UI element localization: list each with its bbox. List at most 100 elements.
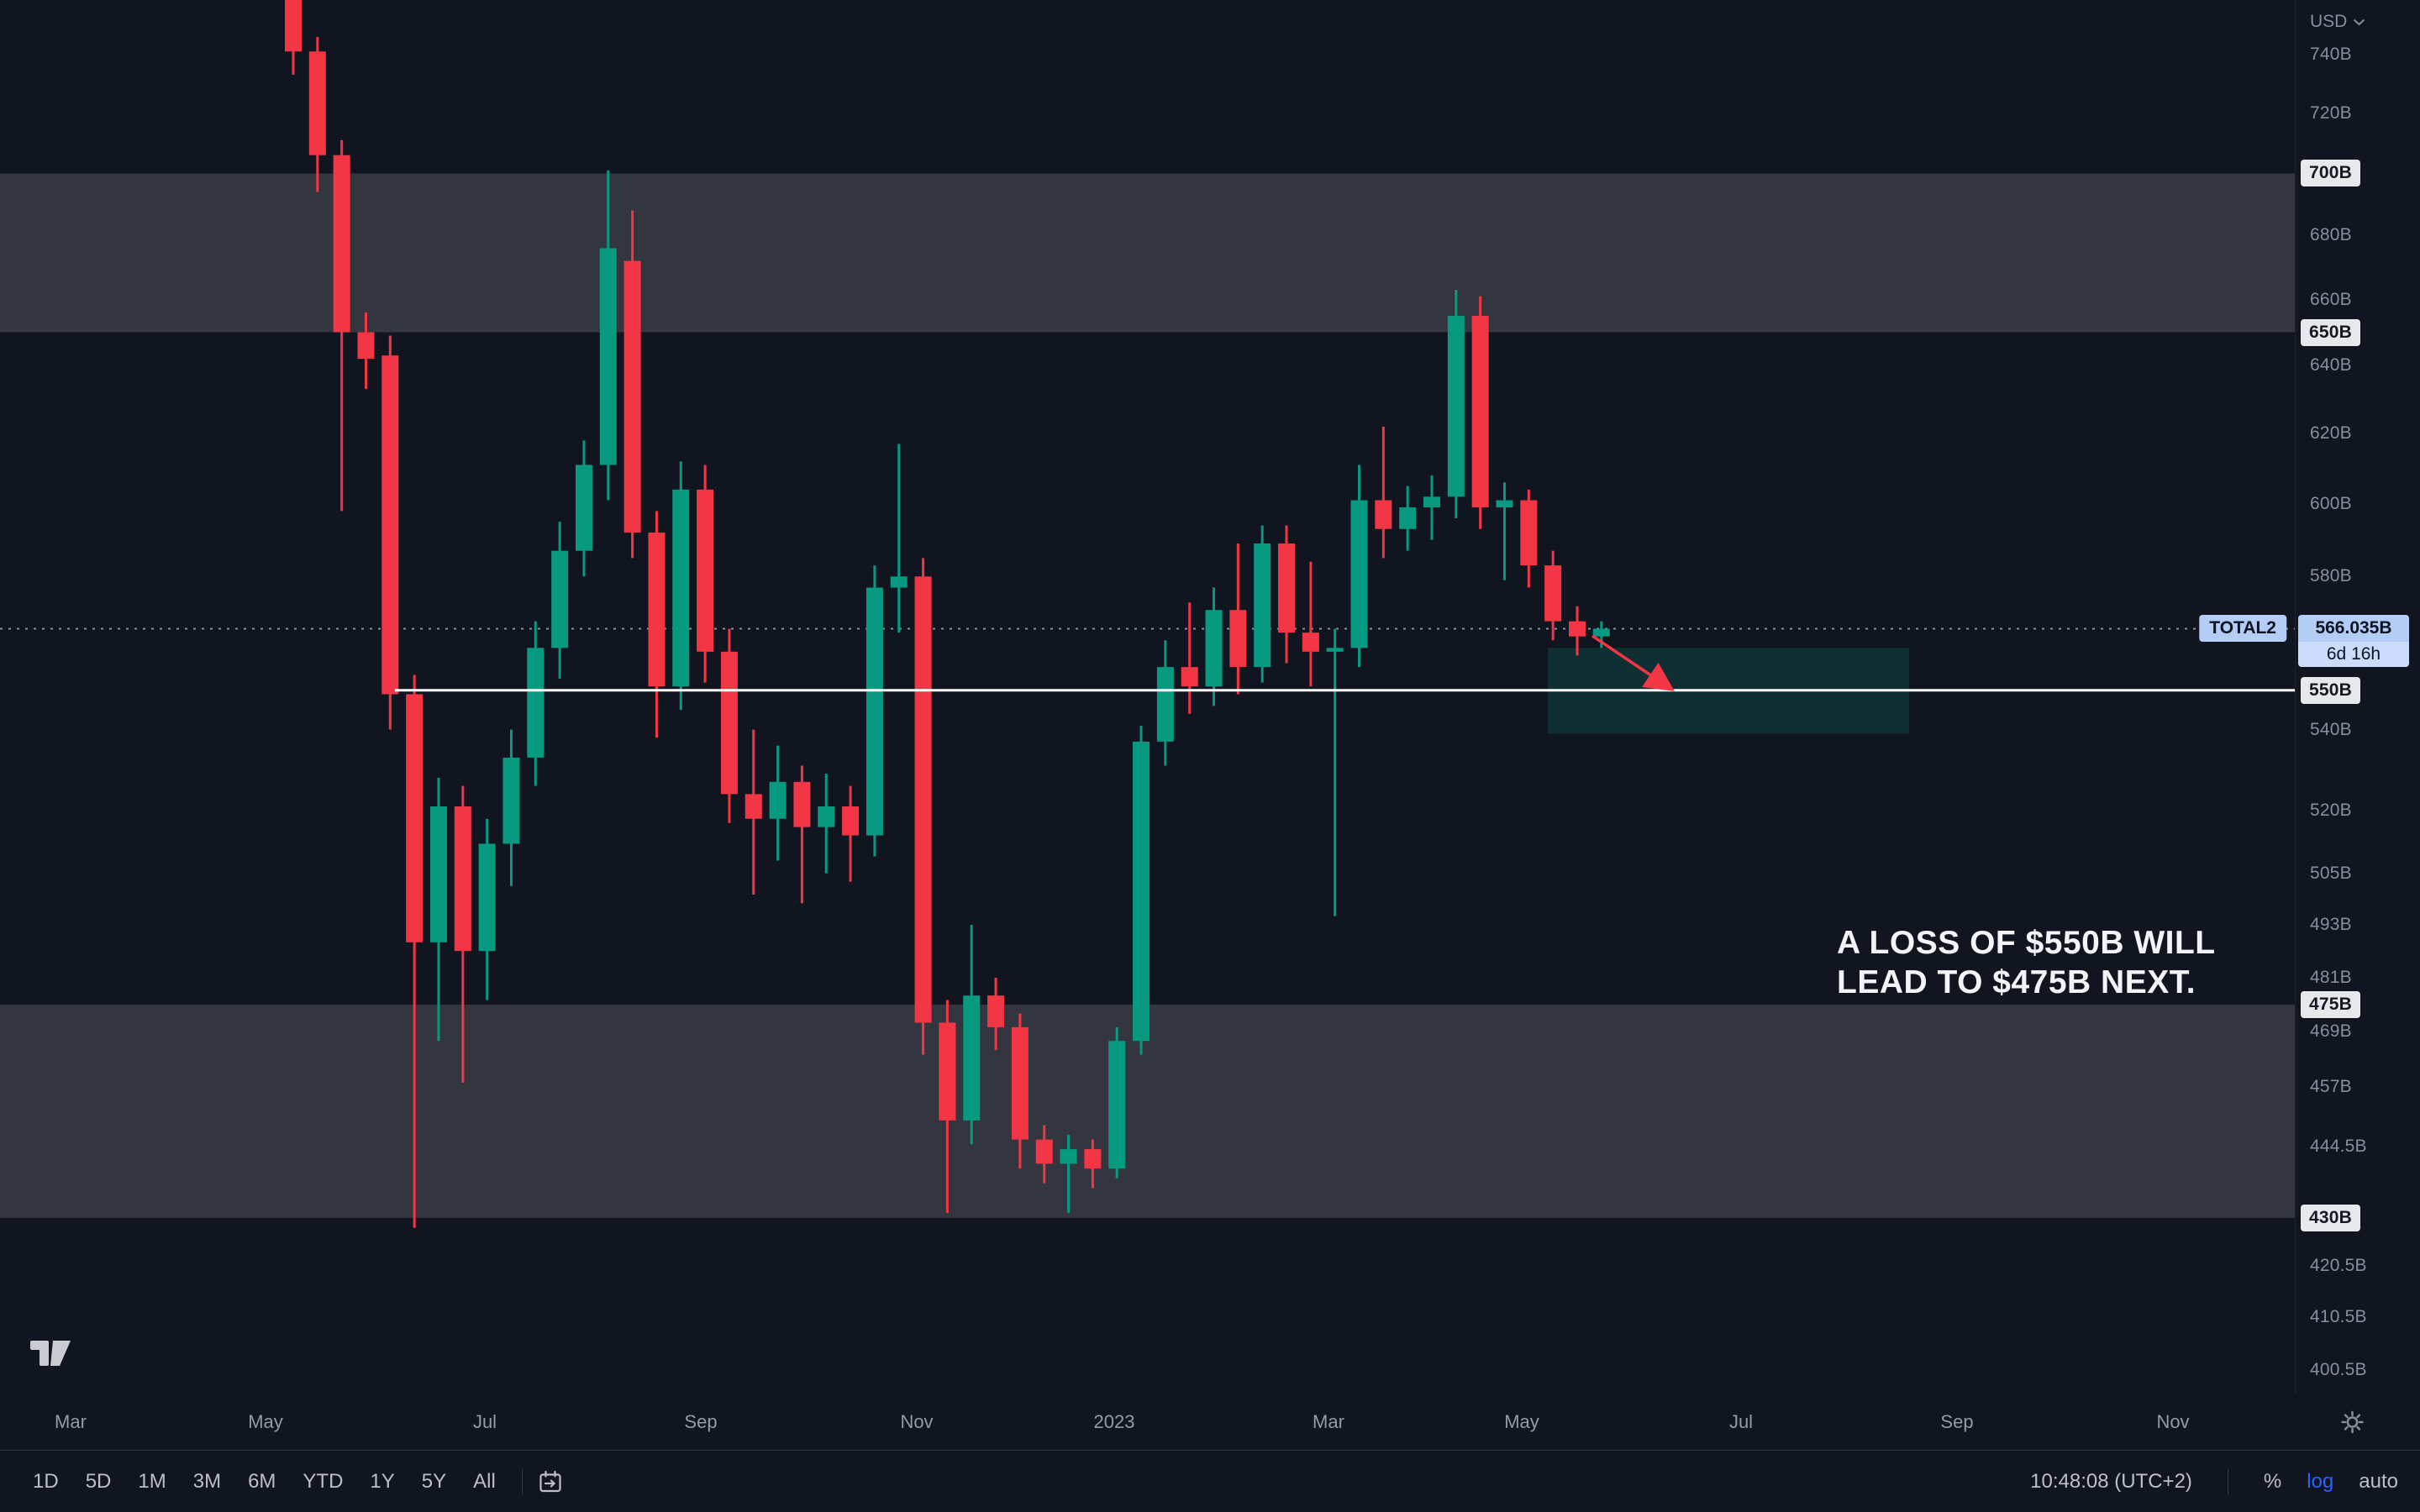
candle: [1399, 486, 1417, 551]
candle: [1060, 1134, 1077, 1213]
candle: [502, 729, 520, 886]
candle: [1278, 525, 1296, 664]
current-price-label: 566.035B 6d 16h: [2298, 615, 2409, 668]
time-axis[interactable]: Mar May Jul Sep Nov 2023 Mar May Jul Sep Nov: [0, 1394, 2420, 1450]
log-scale-button[interactable]: log: [2307, 1469, 2334, 1493]
candle: [939, 1000, 956, 1213]
candle: [357, 312, 375, 390]
time-tick: Mar: [55, 1411, 87, 1432]
price-tick: 620B: [2310, 423, 2352, 444]
candle: [744, 729, 762, 895]
time-tick: Nov: [2156, 1411, 2190, 1432]
currency-selector[interactable]: USD: [2310, 12, 2365, 32]
range-button-1d[interactable]: 1D: [33, 1469, 59, 1493]
candle: [793, 765, 811, 904]
candle: [623, 210, 641, 559]
candle: [963, 924, 981, 1145]
chart-annotation: A LOSS OF $550B WILL LEAD TO $475B NEXT.: [1837, 923, 2216, 1002]
bar-countdown: 6d 16h: [2298, 642, 2409, 668]
candle: [308, 37, 326, 192]
candle: [914, 558, 932, 1055]
annotation-line-1: A LOSS OF $550B WILL: [1837, 925, 2216, 961]
price-tick: 520B: [2310, 800, 2352, 820]
price-tick: 720B: [2310, 102, 2352, 123]
candle: [1302, 561, 1319, 687]
candle: [527, 621, 544, 786]
range-button-1m[interactable]: 1M: [138, 1469, 166, 1493]
current-price-value: 566.035B: [2298, 615, 2409, 643]
candle: [1205, 587, 1223, 706]
percent-scale-button[interactable]: %: [2263, 1469, 2282, 1493]
candle: [1447, 290, 1465, 518]
time-tick: Mar: [1313, 1411, 1344, 1432]
price-tick: 444.5B: [2310, 1137, 2367, 1157]
candle: [1326, 628, 1344, 916]
time-tick: May: [1504, 1411, 1539, 1432]
candle: [575, 440, 592, 577]
candle: [865, 565, 883, 857]
price-axis[interactable]: USD 566.035B 6d 16h 740B 720B 700B 680B 660B…: [2295, 0, 2420, 1394]
range-button-3m[interactable]: 3M: [192, 1469, 222, 1493]
candle: [1375, 426, 1392, 559]
price-tick: 580B: [2310, 566, 2352, 586]
candle: [599, 170, 617, 501]
annotation-line-2: LEAD TO $475B NEXT.: [1837, 964, 2196, 1000]
price-tick: 600B: [2310, 493, 2352, 513]
time-tick: Sep: [1940, 1411, 1974, 1432]
candle: [1423, 475, 1441, 540]
candle: [333, 139, 350, 512]
candle: [1592, 621, 1610, 648]
time-tick: May: [248, 1411, 283, 1432]
currency-label: USD: [2310, 12, 2348, 31]
candle: [1108, 1026, 1126, 1179]
candle: [429, 777, 447, 1042]
candle: [1544, 550, 1562, 641]
candle: [818, 774, 835, 874]
range-button-all[interactable]: All: [473, 1469, 496, 1493]
toolbar-divider: [521, 1468, 523, 1494]
candle: [1133, 725, 1150, 1055]
range-button-ytd[interactable]: YTD: [302, 1469, 344, 1493]
price-tick: 640B: [2310, 355, 2352, 375]
range-button-5y[interactable]: 5Y: [421, 1469, 447, 1493]
candle: [842, 785, 860, 882]
auto-scale-button[interactable]: auto: [2359, 1469, 2398, 1493]
bottom-toolbar: 1D 5D 1M 3M 6M YTD 1Y 5Y All 10:48:08 (UTC+2) %: [0, 1450, 2420, 1512]
candle: [1254, 525, 1271, 683]
time-tick: Jul: [1728, 1411, 1754, 1432]
time-tick: Jul: [472, 1411, 497, 1432]
tradingview-logo[interactable]: [29, 1334, 72, 1373]
range-button-1y[interactable]: 1Y: [370, 1469, 395, 1493]
settings-gear-icon[interactable]: [2341, 1410, 2364, 1434]
range-buttons: 1D 5D 1M 3M 6M YTD 1Y 5Y All: [22, 1463, 507, 1500]
candle: [406, 675, 424, 1228]
chart-pane[interactable]: A LOSS OF $550B WILL LEAD TO $475B NEXT.…: [0, 0, 2295, 1394]
price-level-label: 475B: [2301, 990, 2361, 1018]
candlestick-chart[interactable]: [0, 0, 2295, 1394]
range-button-5d[interactable]: 5D: [85, 1469, 112, 1493]
price-tick: 493B: [2310, 914, 2352, 934]
symbol-price-flag: TOTAL2: [2199, 615, 2286, 643]
drawn-arrow[interactable]: [1591, 634, 1675, 691]
candle: [1471, 296, 1489, 529]
chevron-down-icon: [2353, 18, 2365, 26]
candle: [1520, 489, 1538, 588]
candle: [1084, 1139, 1102, 1189]
price-tick: 457B: [2310, 1077, 2352, 1097]
price-tick: 410.5B: [2310, 1307, 2367, 1327]
price-tick: 400.5B: [2310, 1360, 2367, 1380]
time-tick: 2023: [1093, 1411, 1135, 1432]
candle: [1229, 543, 1247, 695]
go-to-date-icon[interactable]: [538, 1469, 563, 1494]
candle: [1035, 1125, 1053, 1184]
price-zone-band: [0, 173, 2295, 333]
candle: [769, 745, 786, 861]
candle: [648, 511, 666, 738]
range-button-6m[interactable]: 6M: [248, 1469, 276, 1493]
candle: [285, 0, 302, 75]
candle: [478, 818, 496, 1000]
candle: [381, 335, 399, 730]
candle: [697, 465, 714, 683]
price-tick: 660B: [2310, 289, 2352, 309]
